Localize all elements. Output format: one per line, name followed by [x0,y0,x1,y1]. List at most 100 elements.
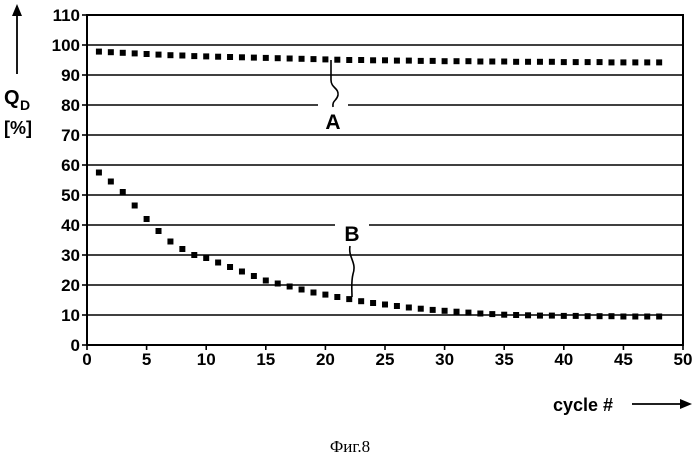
series-a-point [120,50,126,56]
x-tick-label-25: 25 [376,350,395,369]
series-a-point [620,59,626,65]
series-a-point [644,59,650,65]
series-b-point [608,313,614,319]
series-a-label: A [325,111,340,134]
y-axis-arrow-head [12,4,22,16]
x-axis-label: cycle # [553,395,692,415]
y-axis-label-unit: [%] [4,118,32,138]
series-a-point [275,55,281,61]
series-a-point [573,59,579,65]
series-b-point [573,313,579,319]
series-b-point [620,314,626,320]
x-tick-label-35: 35 [495,350,514,369]
x-tick-label-45: 45 [614,350,633,369]
x-axis-label-text: cycle # [553,395,613,415]
figure-caption: Фиг.8 [330,437,370,456]
y-tick-label-70: 70 [61,126,80,145]
series-b-point [299,287,305,293]
series-a-point [263,55,269,61]
x-tick-label-20: 20 [316,350,335,369]
series-a-point [477,59,483,65]
series-a-point [322,56,328,62]
series-b-point [477,311,483,317]
series-a-point [203,53,209,59]
series-b-point [597,313,603,319]
series-a-points [96,49,662,66]
series-a-point [108,49,114,55]
series-a-point [358,57,364,63]
series-a-point [287,56,293,62]
series-b-point [203,255,209,261]
series-a-leader-line [331,60,338,107]
series-b-point [430,307,436,313]
series-a-point [334,57,340,63]
series-b-point [144,216,150,222]
series-b-point [418,306,424,312]
series-a-point [382,57,388,63]
series-a-point [191,53,197,59]
series-b-point [513,312,519,318]
series-b-point [167,239,173,245]
series-a-point [525,59,531,65]
series-a-point [513,59,519,65]
x-tick-label-40: 40 [554,350,573,369]
x-tick-label-10: 10 [197,350,216,369]
series-b-points [96,170,662,320]
series-b-point [585,313,591,319]
series-b-point [465,310,471,316]
series-b-point [120,189,126,195]
series-a-point [465,58,471,64]
series-b-point [310,290,316,296]
y-axis-label-symbol: Q [4,87,20,109]
y-tick-label-20: 20 [61,276,80,295]
series-a-point [632,59,638,65]
series-b-point [644,314,650,320]
series-b-point [632,314,638,320]
series-a-point [561,59,567,65]
x-axis-arrow-head [680,399,692,409]
series-a-point [585,59,591,65]
series-a-point [370,57,376,63]
y-tick-label-90: 90 [61,66,80,85]
y-tick-label-80: 80 [61,96,80,115]
series-b-point [215,260,221,266]
series-b-point [489,311,495,317]
series-b-point [537,313,543,319]
series-a-point [656,59,662,65]
series-a-point [251,55,257,61]
series-a-point [299,56,305,62]
y-tick-label-100: 100 [52,36,80,55]
series-a-point [156,52,162,58]
series-b-point [394,303,400,309]
y-axis-label-subscript: D [20,97,30,113]
y-tick-label-60: 60 [61,156,80,175]
series-a-point [549,59,555,65]
series-a-point [215,54,221,60]
series-b-point [525,312,531,318]
series-a-point [418,58,424,64]
series-b-point [263,278,269,284]
plot-frame [87,15,683,345]
series-b-point [251,273,257,279]
x-tick-label-15: 15 [256,350,275,369]
series-b-point [156,228,162,234]
series-b-point [239,269,245,275]
y-tick-label-10: 10 [61,306,80,325]
series-a-point [346,57,352,63]
series-a-point [132,50,138,56]
series-b-point [561,313,567,319]
y-tick-label-50: 50 [61,186,80,205]
series-b-leader-line [350,246,354,297]
x-tick-label-5: 5 [142,350,151,369]
series-b-point [549,313,555,319]
series-b-point [501,312,507,318]
series-b-point [96,170,102,176]
y-tick-label-30: 30 [61,246,80,265]
series-a-point [394,58,400,64]
x-axis-ticks: 05101520253035404550 [82,345,692,369]
gridlines [87,15,683,345]
series-b-point [191,252,197,258]
series-b-point [108,179,114,185]
series-b-point [132,203,138,209]
